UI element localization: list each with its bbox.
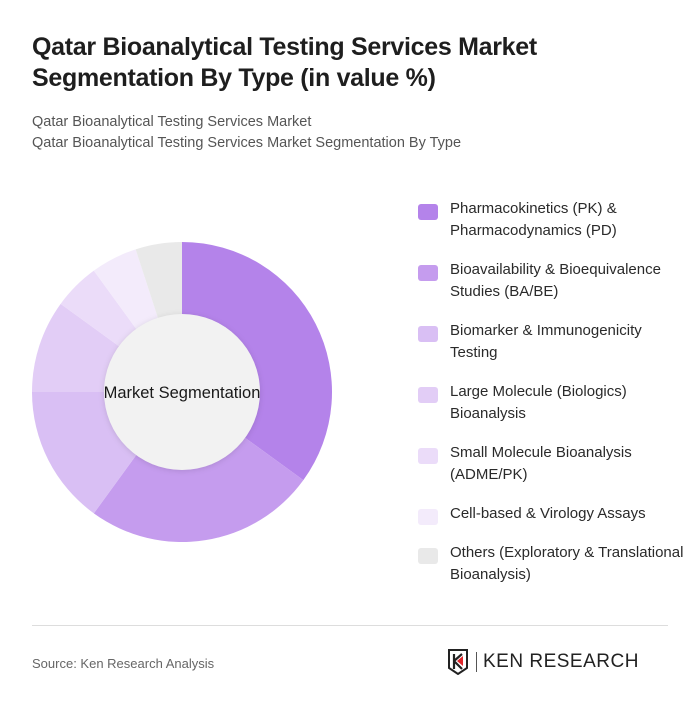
legend-swatch <box>418 265 438 281</box>
legend-item[interactable]: Pharmacokinetics (PK) & Pharmacodynamics… <box>418 198 688 259</box>
legend-item[interactable]: Small Molecule Bioanalysis (ADME/PK) <box>418 442 688 503</box>
legend-swatch <box>418 448 438 464</box>
legend: Pharmacokinetics (PK) & Pharmacodynamics… <box>418 198 688 603</box>
legend-label: Pharmacokinetics (PK) & Pharmacodynamics… <box>450 200 617 239</box>
legend-item[interactable]: Bioavailability & Bioequivalence Studies… <box>418 259 688 320</box>
subtitle-segmentation: Qatar Bioanalytical Testing Services Mar… <box>32 135 462 151</box>
ken-research-logo: KEN RESEARCH <box>448 649 639 675</box>
donut-chart: Market Segmentation <box>32 242 332 542</box>
legend-label: Biomarker & Immunogenicity Testing <box>450 322 642 361</box>
legend-item[interactable]: Large Molecule (Biologics) Bioanalysis <box>418 381 688 442</box>
donut-slice-1[interactable] <box>182 242 332 481</box>
logo-text: KEN RESEARCH <box>476 652 639 672</box>
chart-title: Qatar Bioanalytical Testing Services Mar… <box>32 33 537 92</box>
legend-label: Small Molecule Bioanalysis (ADME/PK) <box>450 444 632 483</box>
legend-swatch <box>418 548 438 564</box>
legend-label: Large Molecule (Biologics) Bioanalysis <box>450 383 627 422</box>
divider <box>32 625 668 626</box>
legend-swatch <box>418 387 438 403</box>
ken-logo-icon <box>448 649 468 675</box>
legend-item[interactable]: Others (Exploratory & Translational Bioa… <box>418 542 688 603</box>
legend-swatch <box>418 204 438 220</box>
center-label: Market Segmentation <box>104 384 261 402</box>
legend-label: Cell-based & Virology Assays <box>450 505 646 522</box>
legend-swatch <box>418 326 438 342</box>
legend-item[interactable]: Biomarker & Immunogenicity Testing <box>418 320 688 381</box>
source-note: Source: Ken Research Analysis <box>32 656 215 671</box>
legend-item[interactable]: Cell-based & Virology Assays <box>418 503 688 542</box>
subtitle-market: Qatar Bioanalytical Testing Services Mar… <box>32 114 312 130</box>
donut-hole <box>104 314 260 470</box>
legend-swatch <box>418 509 438 525</box>
legend-label: Others (Exploratory & Translational Bioa… <box>450 544 684 583</box>
legend-label: Bioavailability & Bioequivalence Studies… <box>450 261 661 300</box>
